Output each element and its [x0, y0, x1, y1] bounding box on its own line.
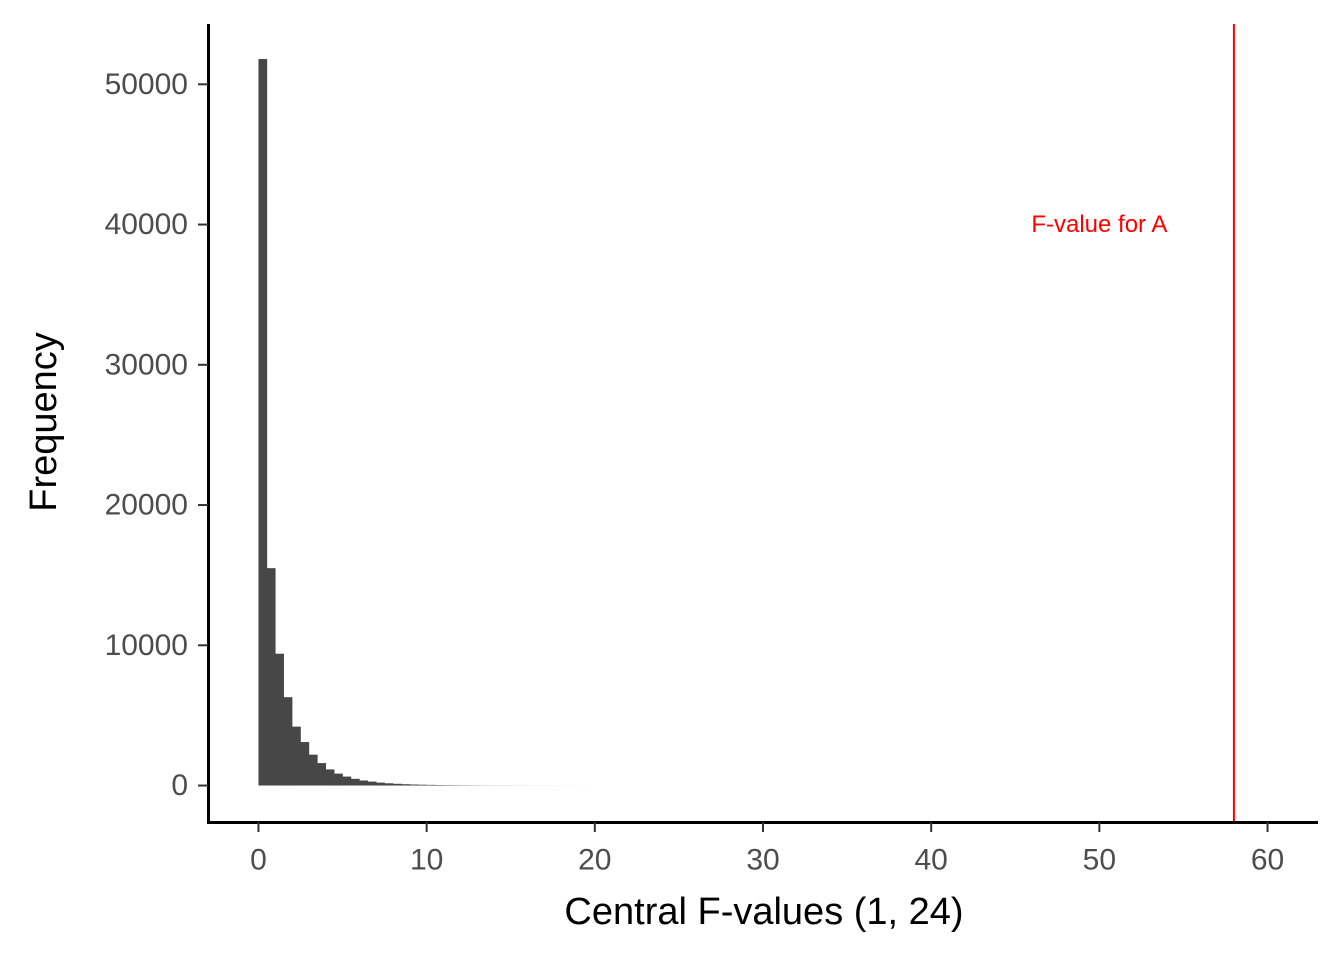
histogram-bar-3	[283, 697, 293, 786]
x-tick-label-10: 10	[410, 844, 443, 877]
x-tick-label-50: 50	[1083, 844, 1116, 877]
x-tick-label-60: 60	[1251, 844, 1284, 877]
histogram-bars	[258, 59, 596, 786]
x-axis-title: Central F-values (1, 24)	[564, 891, 963, 933]
histogram-bar-6	[308, 754, 318, 786]
y-tick-label-20000: 20000	[105, 489, 188, 522]
histogram-bar-10	[342, 776, 352, 786]
histogram-bar-9	[334, 773, 343, 786]
x-tick-label-20: 20	[578, 844, 611, 877]
reference-line-label: F-value for A	[1031, 211, 1167, 238]
x-tick-label-0: 0	[250, 844, 267, 877]
histogram-bar-7	[317, 763, 327, 786]
y-tick-label-50000: 50000	[105, 68, 188, 101]
histogram-bar-17	[401, 784, 411, 786]
y-axis-title: Frequency	[23, 332, 65, 512]
y-tick-label-30000: 30000	[105, 348, 188, 381]
histogram-bar-12	[359, 780, 369, 786]
histogram-bar-19	[418, 784, 427, 786]
y-axis-ticks: 0 10000 20000 30000 40000 50000	[105, 68, 208, 802]
y-tick-label-40000: 40000	[105, 208, 188, 241]
x-tick-label-40: 40	[914, 844, 947, 877]
histogram-bar-0	[258, 59, 268, 786]
histogram-bar-5	[300, 742, 310, 786]
histogram-bar-1	[266, 568, 276, 786]
y-tick-label-0: 0	[171, 769, 188, 802]
histogram-bar-16	[393, 783, 402, 786]
histogram-bar-18	[409, 784, 419, 786]
histogram-bar-8	[325, 769, 335, 786]
histogram-bar-21	[435, 785, 444, 786]
y-tick-label-10000: 10000	[105, 629, 188, 662]
histogram-bar-14	[376, 782, 385, 786]
x-axis-ticks: 0 10 20 30 40 50 60	[250, 822, 1284, 877]
histogram-bar-20	[426, 784, 436, 786]
histogram-bar-13	[367, 781, 377, 786]
histogram-bar-11	[350, 778, 360, 786]
histogram-bar-4	[292, 726, 301, 786]
histogram-bar-15	[384, 783, 394, 786]
x-tick-label-30: 30	[746, 844, 779, 877]
histogram-bar-2	[275, 653, 284, 786]
